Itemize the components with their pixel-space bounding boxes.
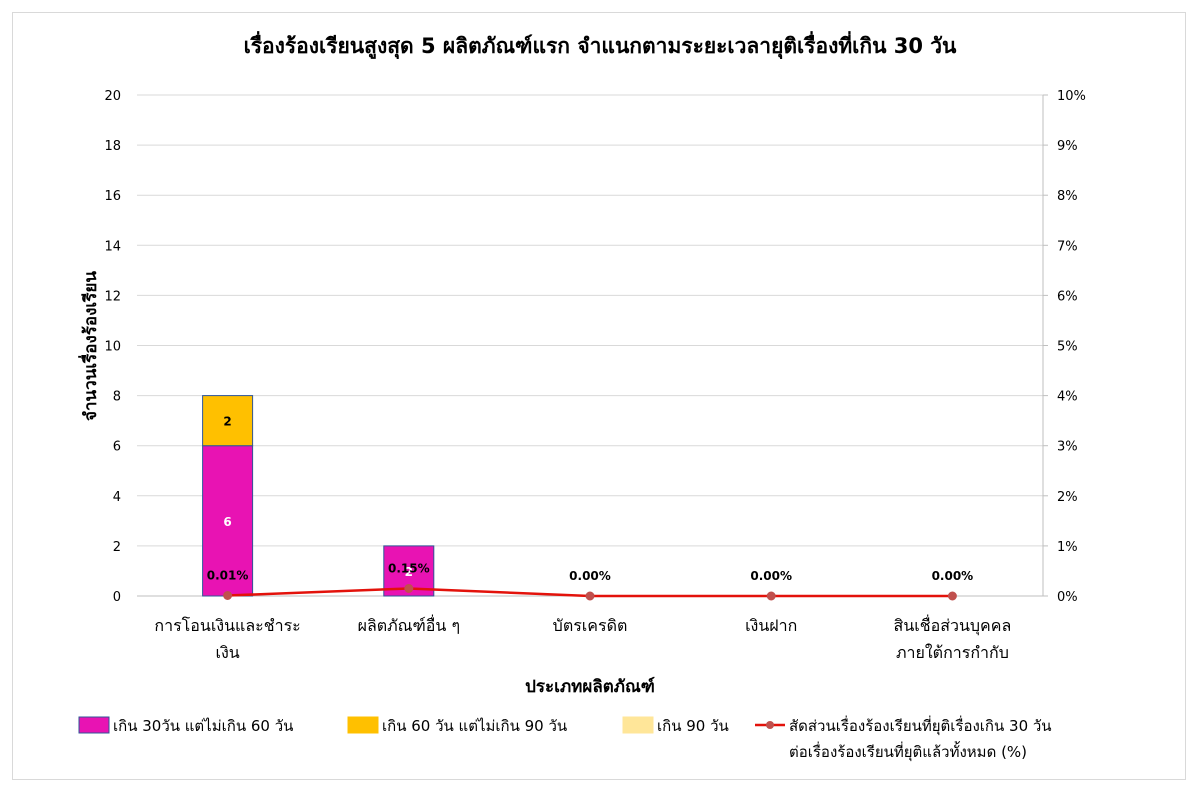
legend-label: เกิน 30วัน แต่ไม่เกิน 60 วัน (113, 717, 293, 735)
x-category-label: สินเชื่อส่วนบุคคล (894, 614, 1012, 636)
y2-tick-label: 8% (1057, 189, 1078, 204)
line-point (766, 591, 776, 601)
y-axis-title: จำนวนเรื่องร้องเรียน (78, 271, 101, 421)
line-data-label: 0.00% (569, 569, 611, 583)
line-data-label: 0.01% (207, 568, 249, 582)
legend-label: เกิน 60 วัน แต่ไม่เกิน 90 วัน (382, 717, 567, 735)
x-category-label: เงิน (215, 643, 239, 662)
y2-tick-label: 6% (1057, 289, 1078, 304)
legend-swatch (347, 716, 379, 734)
legend-swatch (622, 716, 654, 734)
y2-tick-label: 5% (1057, 340, 1078, 355)
bar-data-label: 2 (405, 565, 413, 579)
y2-tick-label: 7% (1057, 239, 1078, 254)
y2-tick-label: 4% (1057, 390, 1078, 405)
y-tick-label: 8 (113, 390, 121, 405)
line-point (947, 591, 957, 601)
bar-data-label: 2 (223, 415, 231, 429)
x-category-label: ภายใต้การกำกับ (896, 643, 1009, 662)
chart-title: เรื่องร้องเรียนสูงสุด 5 ผลิตภัณฑ์แรก จำแ… (244, 30, 957, 60)
x-category-label: เงินฝาก (745, 616, 797, 635)
y-tick-label: 16 (104, 189, 121, 204)
y2-tick-label: 9% (1057, 139, 1078, 154)
y-tick-label: 0 (113, 590, 121, 605)
line-point (223, 590, 233, 600)
line-data-label: 0.00% (932, 569, 974, 583)
y-tick-label: 2 (113, 540, 121, 555)
x-axis-title: ประเภทผลิตภัณฑ์ (525, 676, 655, 697)
legend-line-marker (766, 721, 774, 729)
y-tick-label: 6 (113, 440, 121, 455)
legend-label: ต่อเรื่องร้องเรียนที่ยุติแล้วทั้งหมด (%) (789, 741, 1027, 762)
y-tick-label: 14 (104, 239, 121, 254)
line-point (585, 591, 595, 601)
y-tick-label: 10 (104, 340, 121, 355)
line-point (404, 583, 414, 593)
y2-tick-label: 10% (1057, 89, 1086, 104)
y-tick-label: 4 (113, 490, 121, 505)
y2-tick-label: 3% (1057, 440, 1078, 455)
line-data-label: 0.00% (750, 569, 792, 583)
legend-label: สัดส่วนเรื่องร้องเรียนที่ยุติเรื่องเกิน … (789, 715, 1052, 736)
x-category-label: การโอนเงินและชำระ (154, 616, 300, 635)
legend-swatch (78, 716, 110, 734)
bar-segment (202, 445, 254, 597)
y2-tick-label: 0% (1057, 590, 1078, 605)
y-tick-label: 20 (104, 89, 121, 104)
line-data-label: 0.15% (388, 561, 430, 575)
x-category-label: บัตรเครดิต (553, 616, 628, 635)
y-tick-label: 12 (104, 289, 121, 304)
y2-tick-label: 2% (1057, 490, 1078, 505)
legend-label: เกิน 90 วัน (657, 717, 729, 735)
y2-tick-label: 1% (1057, 540, 1078, 555)
bar-segment (202, 395, 254, 447)
bar-data-label: 6 (223, 515, 231, 529)
y-tick-label: 18 (104, 139, 121, 154)
x-category-label: ผลิตภัณฑ์อื่น ๆ (358, 614, 460, 635)
